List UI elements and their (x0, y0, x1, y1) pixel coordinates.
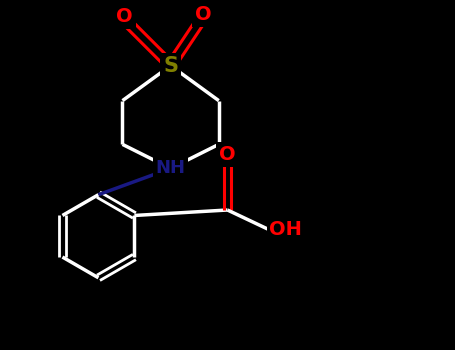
Text: S: S (163, 56, 178, 76)
Text: O: O (116, 7, 133, 26)
Text: O: O (219, 145, 236, 164)
Text: OH: OH (269, 220, 302, 239)
Text: O: O (195, 5, 212, 24)
Text: NH: NH (156, 160, 186, 177)
